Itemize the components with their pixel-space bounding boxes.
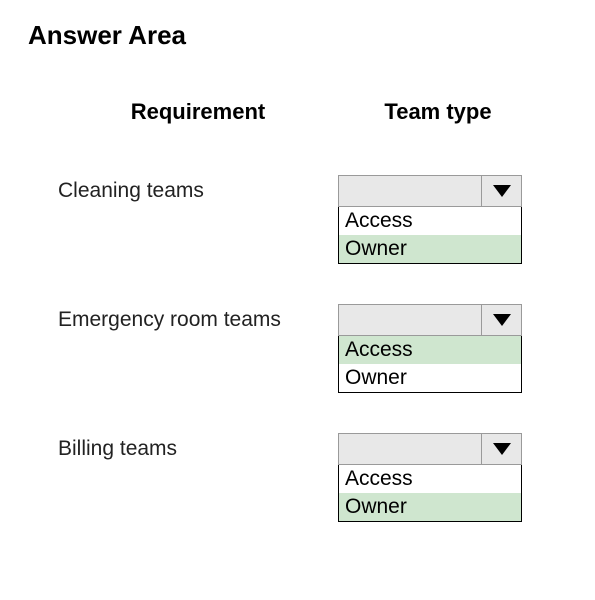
page-title: Answer Area xyxy=(28,20,567,51)
dropdown-options-list: Access Owner xyxy=(338,465,522,522)
dropdown-selected-value xyxy=(338,175,482,207)
dropdown-toggle-button[interactable] xyxy=(482,304,522,336)
dropdown-toggle-button[interactable] xyxy=(482,433,522,465)
dropdown-options-list: Access Owner xyxy=(338,207,522,264)
chevron-down-icon xyxy=(492,184,512,198)
requirement-label: Emergency room teams xyxy=(58,304,338,393)
column-header-requirement: Requirement xyxy=(58,99,338,135)
dropdown-option[interactable]: Access xyxy=(339,336,521,364)
dropdown-option[interactable]: Access xyxy=(339,465,521,493)
dropdown-selected-value xyxy=(338,433,482,465)
requirement-label: Billing teams xyxy=(58,433,338,522)
dropdown-selected-value xyxy=(338,304,482,336)
chevron-down-icon xyxy=(492,442,512,456)
teamtype-dropdown: Access Owner xyxy=(338,433,538,522)
column-header-teamtype: Team type xyxy=(338,99,538,135)
dropdown-collapsed[interactable] xyxy=(338,304,522,336)
dropdown-option[interactable]: Owner xyxy=(339,235,521,263)
dropdown-options-list: Access Owner xyxy=(338,336,522,393)
dropdown-collapsed[interactable] xyxy=(338,433,522,465)
teamtype-dropdown: Access Owner xyxy=(338,175,538,264)
dropdown-option[interactable]: Access xyxy=(339,207,521,235)
dropdown-collapsed[interactable] xyxy=(338,175,522,207)
dropdown-option[interactable]: Owner xyxy=(339,493,521,521)
chevron-down-icon xyxy=(492,313,512,327)
answer-grid: Requirement Team type Cleaning teams Acc… xyxy=(28,99,567,522)
dropdown-option[interactable]: Owner xyxy=(339,364,521,392)
requirement-label: Cleaning teams xyxy=(58,175,338,264)
teamtype-dropdown: Access Owner xyxy=(338,304,538,393)
dropdown-toggle-button[interactable] xyxy=(482,175,522,207)
